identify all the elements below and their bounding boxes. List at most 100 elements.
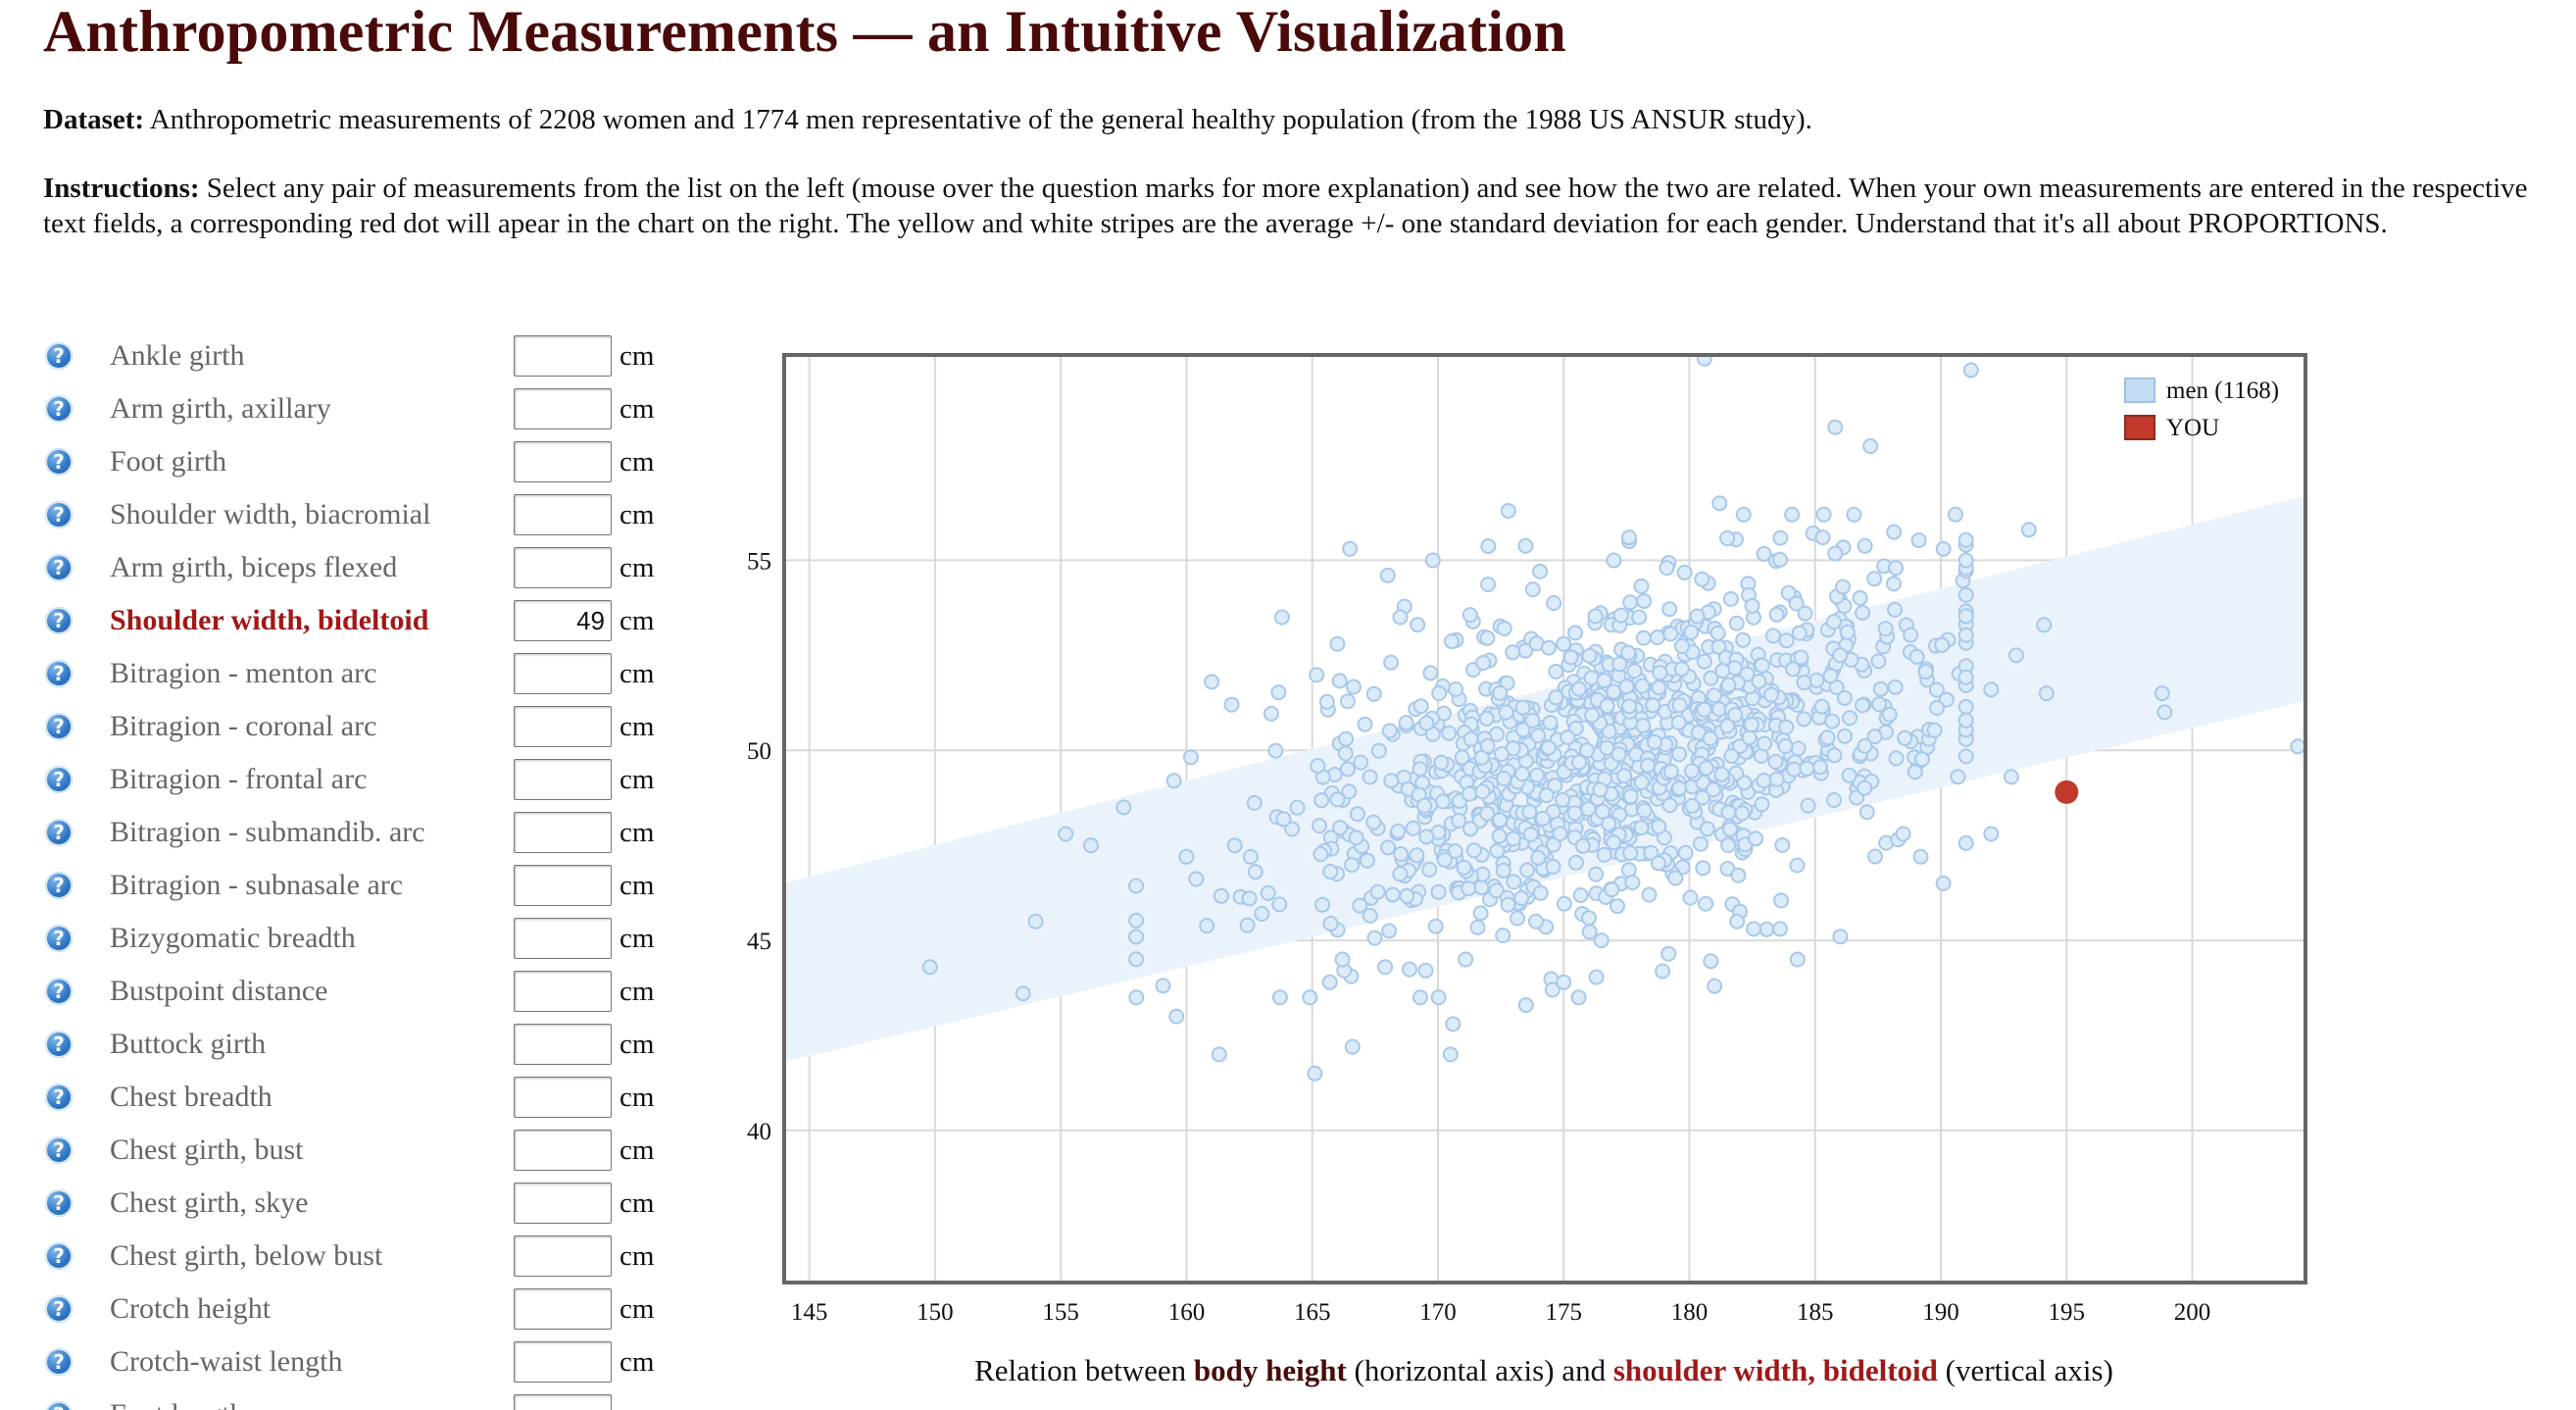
men-point[interactable]	[1858, 804, 1875, 821]
men-point[interactable]	[1867, 848, 1883, 865]
men-point[interactable]	[1673, 661, 1690, 678]
men-point[interactable]	[1517, 997, 1534, 1013]
men-point[interactable]	[1670, 714, 1687, 730]
measurement-input[interactable]	[514, 1183, 612, 1224]
men-point[interactable]	[1454, 749, 1470, 766]
help-icon[interactable]: ?	[45, 1295, 73, 1323]
men-point[interactable]	[1430, 883, 1447, 900]
men-point[interactable]	[1532, 563, 1549, 579]
measurement-input[interactable]	[514, 1341, 612, 1383]
men-point[interactable]	[1812, 759, 1828, 776]
men-point[interactable]	[1699, 821, 1715, 837]
men-point[interactable]	[1938, 691, 1955, 708]
help-icon[interactable]: ?	[45, 819, 73, 846]
men-point[interactable]	[1540, 739, 1557, 756]
men-point[interactable]	[1651, 680, 1667, 696]
men-point[interactable]	[1239, 917, 1256, 933]
men-point[interactable]	[1912, 848, 1929, 865]
men-point[interactable]	[1433, 754, 1450, 771]
men-point[interactable]	[1641, 886, 1658, 903]
help-icon[interactable]: ?	[45, 607, 73, 634]
men-point[interactable]	[1789, 951, 1806, 968]
help-icon[interactable]: ?	[45, 978, 73, 1005]
men-point[interactable]	[1611, 656, 1628, 673]
men-point[interactable]	[1412, 698, 1429, 715]
men-point[interactable]	[1735, 631, 1752, 648]
men-point[interactable]	[1667, 870, 1684, 886]
men-point[interactable]	[1204, 674, 1220, 690]
men-point[interactable]	[1058, 826, 1074, 842]
men-point[interactable]	[1472, 905, 1489, 922]
measurement-label[interactable]: Chest breadth	[110, 1081, 272, 1113]
men-point[interactable]	[1950, 769, 1966, 785]
men-point[interactable]	[1913, 751, 1930, 768]
men-point[interactable]	[1344, 857, 1361, 874]
men-point[interactable]	[1907, 764, 1923, 781]
men-point[interactable]	[1796, 711, 1812, 728]
men-point[interactable]	[1155, 978, 1171, 994]
men-point[interactable]	[1957, 834, 1974, 851]
men-point[interactable]	[1962, 362, 1979, 378]
men-point[interactable]	[1369, 883, 1386, 900]
men-point[interactable]	[1719, 718, 1736, 734]
men-point[interactable]	[2036, 617, 2053, 633]
men-point[interactable]	[1650, 855, 1666, 872]
men-point[interactable]	[1538, 787, 1555, 804]
help-icon[interactable]: ?	[45, 660, 73, 687]
men-point[interactable]	[1596, 673, 1612, 688]
men-point[interactable]	[1744, 597, 1760, 614]
help-icon[interactable]: ?	[45, 1401, 73, 1410]
men-point[interactable]	[1547, 778, 1563, 794]
men-point[interactable]	[1359, 852, 1375, 869]
men-point[interactable]	[1788, 595, 1805, 612]
men-point[interactable]	[1246, 794, 1263, 811]
men-point[interactable]	[1500, 503, 1516, 519]
men-point[interactable]	[1683, 624, 1700, 640]
men-point[interactable]	[1530, 849, 1547, 866]
men-point[interactable]	[1289, 799, 1306, 816]
men-point[interactable]	[1310, 758, 1326, 774]
men-point[interactable]	[1730, 867, 1747, 883]
men-point[interactable]	[1572, 887, 1589, 903]
men-point[interactable]	[1409, 847, 1425, 864]
men-point[interactable]	[1548, 663, 1564, 680]
men-point[interactable]	[1934, 636, 1951, 653]
men-point[interactable]	[1584, 707, 1601, 724]
men-point[interactable]	[1521, 803, 1538, 820]
men-point[interactable]	[1418, 715, 1435, 731]
men-point[interactable]	[1383, 654, 1400, 671]
men-point[interactable]	[1567, 625, 1583, 641]
men-point[interactable]	[1780, 584, 1797, 601]
men-point[interactable]	[1722, 590, 1739, 607]
men-point[interactable]	[1926, 722, 1943, 738]
men-point[interactable]	[1505, 644, 1521, 661]
men-point[interactable]	[1796, 675, 1812, 691]
measurement-label[interactable]: Chest girth, bust	[110, 1133, 304, 1166]
measurement-label[interactable]: Bustpoint distance	[110, 975, 328, 1007]
men-point[interactable]	[1402, 961, 1417, 978]
men-point[interactable]	[1322, 864, 1339, 880]
men-point[interactable]	[1800, 797, 1816, 814]
measurement-label[interactable]: Bizygomatic breadth	[110, 922, 356, 954]
men-point[interactable]	[2156, 704, 2173, 721]
men-point[interactable]	[1384, 886, 1401, 903]
men-point[interactable]	[1473, 880, 1490, 895]
men-point[interactable]	[1793, 649, 1809, 666]
men-point[interactable]	[1168, 1008, 1185, 1025]
men-point[interactable]	[1703, 953, 1719, 970]
men-point[interactable]	[1957, 669, 1974, 685]
men-point[interactable]	[1771, 921, 1788, 937]
men-point[interactable]	[1626, 663, 1643, 680]
men-point[interactable]	[1735, 506, 1752, 523]
men-point[interactable]	[1381, 723, 1398, 739]
men-point[interactable]	[1514, 699, 1531, 716]
men-point[interactable]	[1835, 579, 1851, 595]
men-point[interactable]	[1743, 717, 1759, 733]
men-point[interactable]	[1417, 962, 1434, 979]
men-point[interactable]	[1886, 576, 1902, 592]
men-point[interactable]	[1655, 963, 1671, 980]
men-point[interactable]	[1815, 506, 1832, 523]
men-point[interactable]	[1759, 921, 1775, 937]
men-point[interactable]	[1267, 742, 1284, 759]
men-point[interactable]	[1346, 679, 1362, 695]
